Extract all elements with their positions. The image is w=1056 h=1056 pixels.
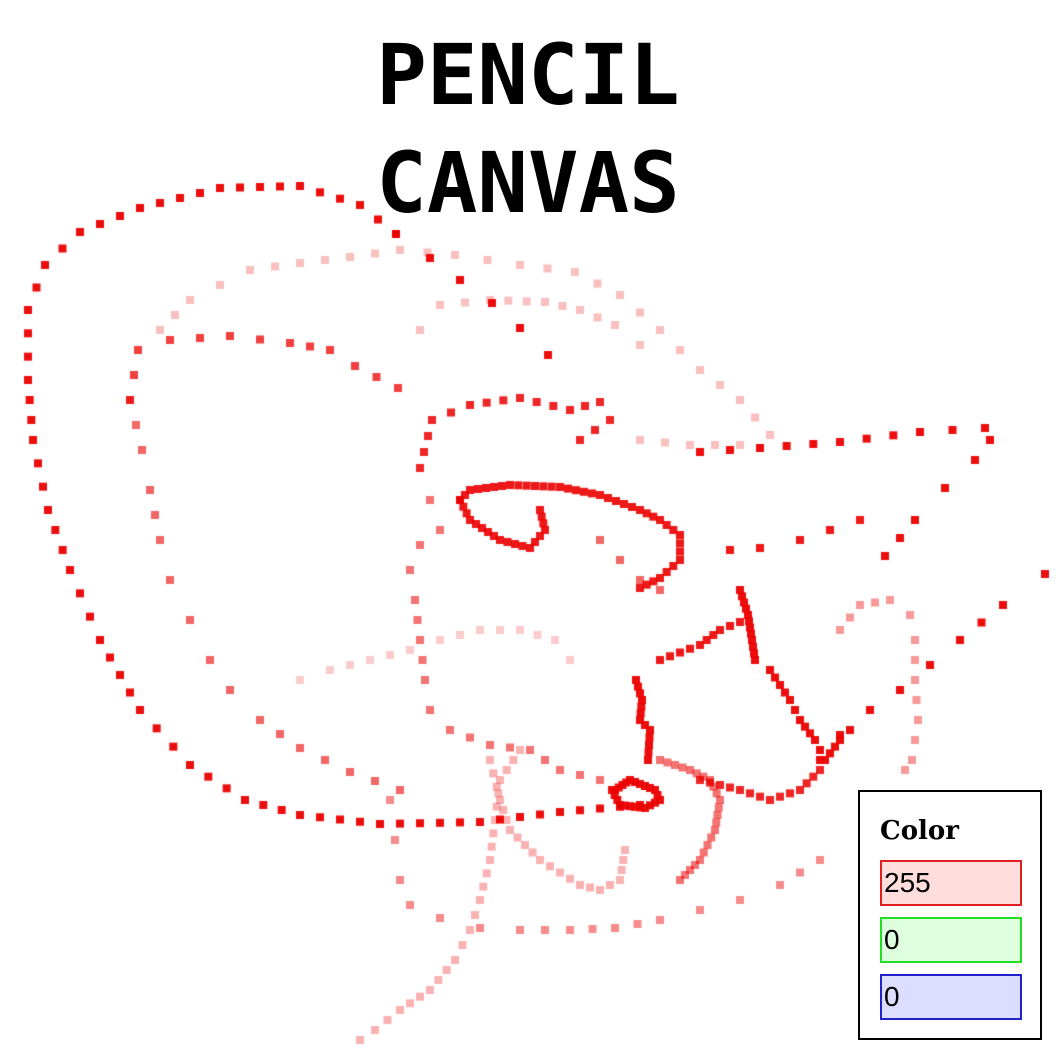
green-channel-input[interactable] — [880, 917, 1022, 963]
red-channel-input[interactable] — [880, 860, 1022, 906]
color-panel: Color — [858, 790, 1042, 1040]
color-label: Color — [880, 816, 959, 846]
blue-channel-input[interactable] — [880, 974, 1022, 1020]
